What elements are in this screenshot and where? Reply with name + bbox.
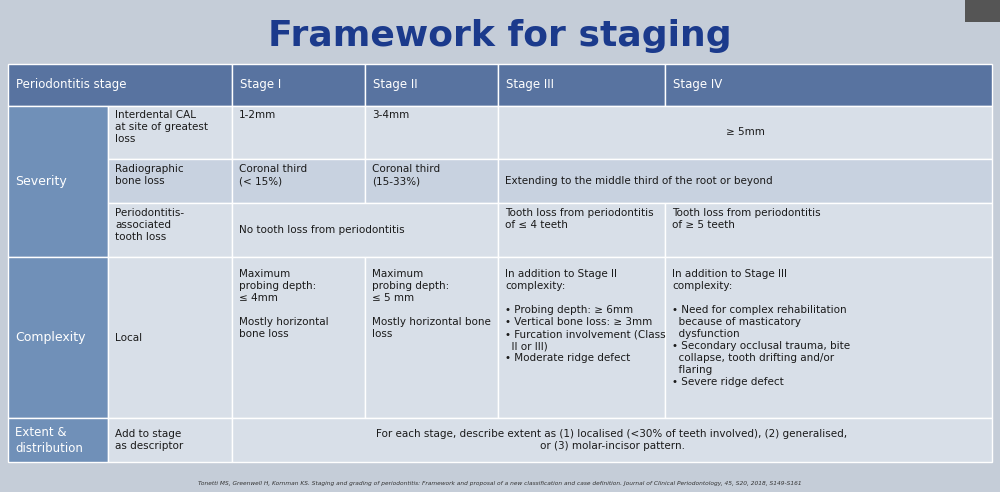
Text: Tooth loss from periodontitis
of ≥ 5 teeth: Tooth loss from periodontitis of ≥ 5 tee… xyxy=(672,208,821,230)
Text: Stage II: Stage II xyxy=(373,78,418,91)
Text: Radiographic
bone loss: Radiographic bone loss xyxy=(115,164,184,186)
Bar xyxy=(108,257,232,419)
Bar xyxy=(232,105,365,159)
Bar xyxy=(232,203,498,257)
Bar xyxy=(498,203,665,257)
Text: Stage III: Stage III xyxy=(506,78,554,91)
Text: Periodontitis-
associated
tooth loss: Periodontitis- associated tooth loss xyxy=(115,208,184,242)
Bar xyxy=(365,159,498,203)
Text: Stage IV: Stage IV xyxy=(673,78,722,91)
Bar xyxy=(365,257,498,419)
Bar xyxy=(232,257,365,419)
Text: Extending to the middle third of the root or beyond: Extending to the middle third of the roo… xyxy=(505,176,773,186)
Bar xyxy=(365,64,498,105)
Text: Complexity: Complexity xyxy=(15,331,86,344)
Text: Tonetti MS, Greenwell H, Kornman KS. Staging and grading of periodontitis: Frame: Tonetti MS, Greenwell H, Kornman KS. Sta… xyxy=(198,481,802,486)
Bar xyxy=(108,159,232,203)
Bar xyxy=(498,64,665,105)
Bar xyxy=(108,105,232,159)
Text: ≥ 5mm: ≥ 5mm xyxy=(726,127,764,137)
Text: Local: Local xyxy=(115,333,142,343)
Text: Maximum
probing depth:
≤ 4mm

Mostly horizontal
bone loss: Maximum probing depth: ≤ 4mm Mostly hori… xyxy=(239,270,329,339)
Bar xyxy=(665,64,992,105)
Bar xyxy=(232,159,365,203)
Text: Coronal third
(< 15%): Coronal third (< 15%) xyxy=(239,164,307,186)
Bar xyxy=(665,203,992,257)
Text: Extent &
distribution: Extent & distribution xyxy=(15,426,83,455)
Text: 3-4mm: 3-4mm xyxy=(372,110,409,121)
Bar xyxy=(498,159,992,203)
Text: Severity: Severity xyxy=(15,175,67,188)
Bar xyxy=(8,64,232,105)
Bar xyxy=(232,419,992,462)
Bar xyxy=(8,105,108,257)
Text: For each stage, describe extent as (1) localised (<30% of teeth involved), (2) g: For each stage, describe extent as (1) l… xyxy=(376,430,848,452)
Bar xyxy=(8,419,108,462)
Text: Tooth loss from periodontitis
of ≤ 4 teeth: Tooth loss from periodontitis of ≤ 4 tee… xyxy=(505,208,654,230)
Text: Add to stage
as descriptor: Add to stage as descriptor xyxy=(115,430,183,452)
Bar xyxy=(498,105,992,159)
Text: 1-2mm: 1-2mm xyxy=(239,110,276,121)
Text: No tooth loss from periodontitis: No tooth loss from periodontitis xyxy=(239,225,405,235)
Text: In addition to Stage III
complexity:

• Need for complex rehabilitation
  becaus: In addition to Stage III complexity: • N… xyxy=(672,270,850,387)
Bar xyxy=(108,419,232,462)
Text: Interdental CAL
at site of greatest
loss: Interdental CAL at site of greatest loss xyxy=(115,110,208,145)
Text: Maximum
probing depth:
≤ 5 mm

Mostly horizontal bone
loss: Maximum probing depth: ≤ 5 mm Mostly hor… xyxy=(372,270,491,339)
Bar xyxy=(365,105,498,159)
Text: Stage I: Stage I xyxy=(240,78,281,91)
Bar xyxy=(965,0,1000,22)
Bar xyxy=(665,257,992,419)
Text: Framework for staging: Framework for staging xyxy=(268,19,732,53)
Text: Periodontitis stage: Periodontitis stage xyxy=(16,78,126,91)
Bar xyxy=(8,257,108,419)
Text: Coronal third
(15-33%): Coronal third (15-33%) xyxy=(372,164,440,186)
Text: In addition to Stage II
complexity:

• Probing depth: ≥ 6mm
• Vertical bone loss: In addition to Stage II complexity: • Pr… xyxy=(505,270,666,364)
Bar xyxy=(108,203,232,257)
Bar xyxy=(498,257,665,419)
Bar xyxy=(232,64,365,105)
